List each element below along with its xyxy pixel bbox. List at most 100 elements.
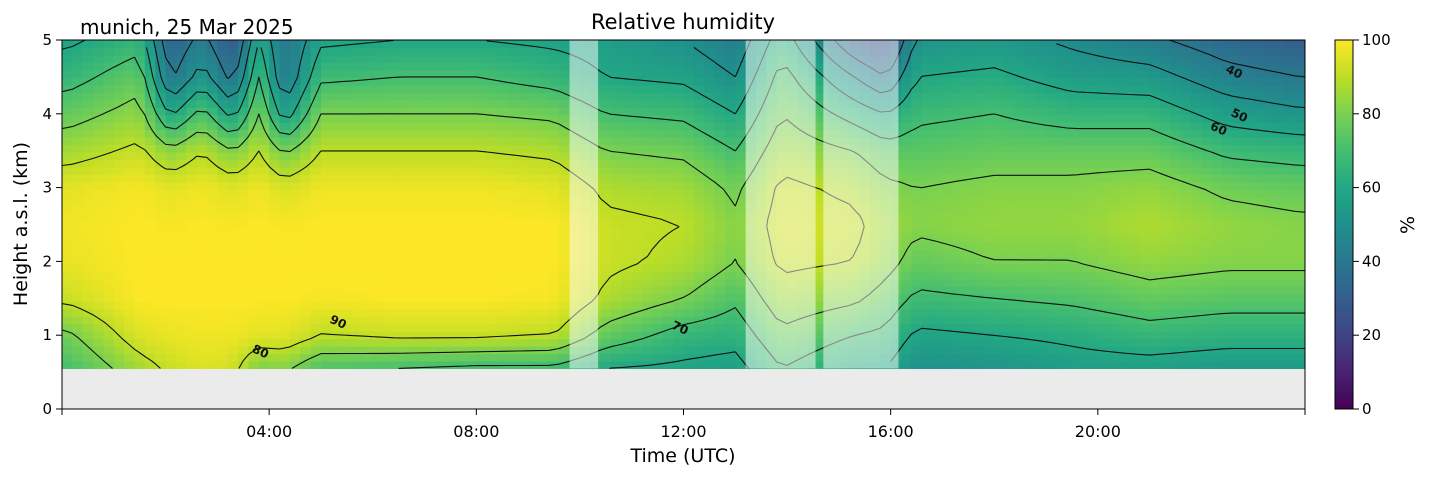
field-cell <box>238 353 250 362</box>
field-cell <box>1149 346 1161 355</box>
field-cell <box>901 293 912 302</box>
field-cell <box>393 226 405 235</box>
field-cell <box>1211 263 1223 272</box>
field-cell <box>331 77 343 86</box>
field-cell <box>310 204 322 213</box>
field-cell <box>1232 211 1244 220</box>
field-cell <box>724 166 736 175</box>
field-cell <box>1025 166 1037 175</box>
field-cell <box>921 360 933 370</box>
field-cell <box>994 181 1006 190</box>
field-cell <box>932 331 944 340</box>
field-cell <box>393 323 405 332</box>
field-cell <box>72 137 84 146</box>
field-cell <box>217 308 229 317</box>
field-cell <box>973 263 985 272</box>
field-cell <box>1159 346 1171 355</box>
field-cell <box>82 331 94 340</box>
field-cell <box>507 151 519 161</box>
field-cell <box>1284 189 1296 198</box>
field-cell <box>362 286 374 295</box>
field-cell <box>1263 166 1275 175</box>
field-cell <box>289 92 301 101</box>
field-cell <box>414 211 426 220</box>
field-cell <box>320 338 332 347</box>
field-cell <box>1253 181 1265 190</box>
field-cell <box>103 278 115 287</box>
field-cell <box>196 174 208 183</box>
field-cell <box>455 144 467 153</box>
field-cell <box>103 181 115 190</box>
field-cell <box>238 62 250 71</box>
field-cell <box>507 256 519 265</box>
field-cell <box>1149 99 1161 108</box>
field-cell <box>528 271 540 280</box>
field-cell <box>631 248 643 258</box>
field-cell <box>93 241 105 250</box>
field-cell <box>1014 278 1026 287</box>
field-cell <box>1056 360 1068 370</box>
field-cell <box>621 62 633 71</box>
field-cell <box>538 129 550 138</box>
field-cell <box>310 263 322 272</box>
field-cell <box>1222 159 1234 168</box>
field-cell <box>559 226 571 235</box>
field-cell <box>300 196 312 205</box>
field-cell <box>1087 166 1099 175</box>
field-cell <box>124 137 136 146</box>
field-cell <box>1211 323 1223 332</box>
field-cell <box>155 323 167 332</box>
field-cell <box>289 151 301 161</box>
field-cell <box>942 331 954 340</box>
field-cell <box>372 99 384 108</box>
field-cell <box>963 316 975 325</box>
field-cell <box>258 293 270 302</box>
field-cell <box>610 54 622 63</box>
field-cell <box>559 308 571 317</box>
field-cell <box>683 293 695 302</box>
field-cell <box>952 137 964 146</box>
field-cell <box>403 159 415 168</box>
field-cell <box>1014 234 1026 243</box>
field-cell <box>610 77 622 86</box>
field-cell <box>113 122 125 131</box>
field-cell <box>227 69 239 78</box>
field-cell <box>445 189 457 198</box>
field-cell <box>445 316 457 325</box>
field-cell <box>248 323 260 332</box>
field-cell <box>352 114 363 123</box>
field-cell <box>1170 278 1182 287</box>
field-cell <box>341 204 353 213</box>
field-cell <box>1066 84 1078 93</box>
field-cell <box>1004 166 1016 175</box>
field-cell <box>72 353 84 362</box>
field-cell <box>600 122 612 131</box>
field-cell <box>942 62 954 71</box>
field-cell <box>1180 241 1192 250</box>
field-cell <box>258 263 270 272</box>
field-cell <box>921 241 933 250</box>
field-cell <box>911 256 923 265</box>
field-cell <box>72 62 84 71</box>
field-cell <box>289 69 301 78</box>
field-cell <box>1170 256 1182 265</box>
field-cell <box>507 122 519 131</box>
field-cell <box>1263 353 1275 362</box>
field-cell <box>1253 353 1265 362</box>
field-cell <box>217 219 229 228</box>
field-cell <box>704 151 716 161</box>
field-cell <box>1222 278 1234 287</box>
field-cell <box>248 174 260 183</box>
field-cell <box>155 204 167 213</box>
field-cell <box>1046 151 1057 161</box>
field-cell <box>1077 271 1089 280</box>
field-cell <box>673 137 685 146</box>
field-cell <box>983 301 995 310</box>
field-cell <box>1273 114 1285 123</box>
field-cell <box>942 338 954 347</box>
field-cell <box>673 69 685 78</box>
field-cell <box>662 211 674 220</box>
field-cell <box>352 196 363 205</box>
field-cell <box>434 84 446 93</box>
field-cell <box>994 159 1006 168</box>
